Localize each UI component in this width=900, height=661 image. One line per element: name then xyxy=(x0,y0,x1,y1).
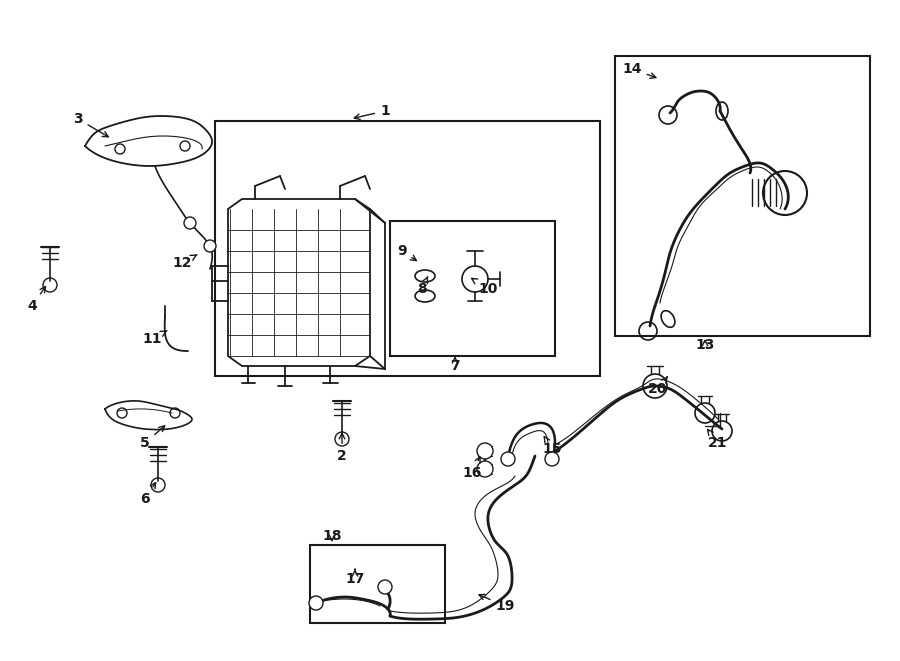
Circle shape xyxy=(477,443,493,459)
Text: 15: 15 xyxy=(542,436,562,456)
Text: 9: 9 xyxy=(397,244,417,260)
Text: 10: 10 xyxy=(472,278,498,296)
Text: 18: 18 xyxy=(322,529,342,543)
Text: 14: 14 xyxy=(622,62,656,78)
Text: 16: 16 xyxy=(463,457,482,480)
Circle shape xyxy=(545,452,559,466)
Text: 2: 2 xyxy=(338,434,346,463)
Circle shape xyxy=(378,580,392,594)
Bar xyxy=(615,56,870,336)
Text: 17: 17 xyxy=(346,569,365,586)
Text: 5: 5 xyxy=(140,426,165,450)
Bar xyxy=(390,221,555,356)
Circle shape xyxy=(477,461,493,477)
Bar xyxy=(215,121,600,376)
Text: 8: 8 xyxy=(417,276,428,296)
Text: 19: 19 xyxy=(479,594,515,613)
Text: 3: 3 xyxy=(73,112,108,137)
Text: 4: 4 xyxy=(27,287,46,313)
Bar xyxy=(310,545,445,623)
Text: 11: 11 xyxy=(142,330,167,346)
Text: 6: 6 xyxy=(140,483,156,506)
Text: 13: 13 xyxy=(696,338,715,352)
Circle shape xyxy=(184,217,196,229)
Circle shape xyxy=(204,240,216,252)
Text: 7: 7 xyxy=(450,356,460,373)
Circle shape xyxy=(309,596,323,610)
Text: 20: 20 xyxy=(648,377,668,396)
Text: 12: 12 xyxy=(172,254,197,270)
Circle shape xyxy=(501,452,515,466)
Text: 1: 1 xyxy=(355,104,390,120)
Text: 21: 21 xyxy=(707,430,728,450)
